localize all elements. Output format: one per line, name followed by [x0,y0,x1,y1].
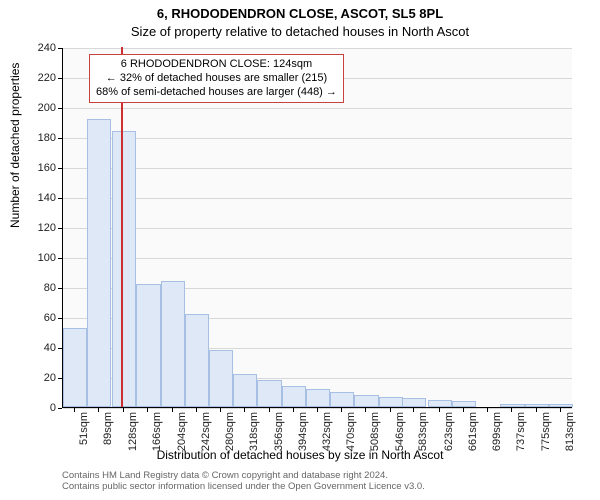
annotation-line-2: ← 32% of detached houses are smaller (21… [96,72,337,86]
y-tick-label: 80 [16,282,56,294]
histogram-bar [257,380,281,407]
y-tick-label: 20 [16,372,56,384]
y-tick-label: 180 [16,132,56,144]
chart-title: 6, RHODODENDRON CLOSE, ASCOT, SL5 8PL [0,6,600,21]
y-tick-label: 160 [16,162,56,174]
histogram-bar [402,398,426,407]
chart-subtitle: Size of property relative to detached ho… [0,24,600,39]
histogram-bar [112,131,136,407]
histogram-bar [209,350,233,407]
histogram-bar [282,386,306,407]
histogram-bar [500,404,524,407]
histogram-bar [428,400,452,408]
histogram-bar [330,392,354,407]
histogram-bar [525,404,549,407]
y-tick-label: 60 [16,312,56,324]
annotation-line-1: 6 RHODODENDRON CLOSE: 124sqm [96,58,337,72]
histogram-bar [354,395,378,407]
histogram-bar [87,119,111,407]
license-text: Contains HM Land Registry data © Crown c… [62,470,572,493]
license-line-2: Contains public sector information licen… [62,481,572,492]
plot-area: 6 RHODODENDRON CLOSE: 124sqm ← 32% of de… [62,48,572,408]
y-tick-label: 200 [16,102,56,114]
histogram-bar [452,401,476,407]
y-tick-label: 220 [16,72,56,84]
histogram-bar [161,281,185,407]
histogram-bar [379,397,403,408]
y-tick-label: 0 [16,402,56,414]
histogram-bar [63,328,87,408]
y-tick-label: 120 [16,222,56,234]
histogram-bar [233,374,257,407]
y-tick-label: 240 [16,42,56,54]
annotation-line-3: 68% of semi-detached houses are larger (… [96,86,337,100]
x-axis-label: Distribution of detached houses by size … [0,448,600,462]
annotation-box: 6 RHODODENDRON CLOSE: 124sqm ← 32% of de… [89,54,344,103]
histogram-bar [549,404,573,407]
y-tick-label: 140 [16,192,56,204]
chart-container: 6, RHODODENDRON CLOSE, ASCOT, SL5 8PL Si… [0,0,600,500]
histogram-bar [185,314,209,407]
histogram-bar [306,389,330,407]
y-tick-label: 40 [16,342,56,354]
license-line-1: Contains HM Land Registry data © Crown c… [62,470,572,481]
y-tick-label: 100 [16,252,56,264]
histogram-bar [136,284,160,407]
